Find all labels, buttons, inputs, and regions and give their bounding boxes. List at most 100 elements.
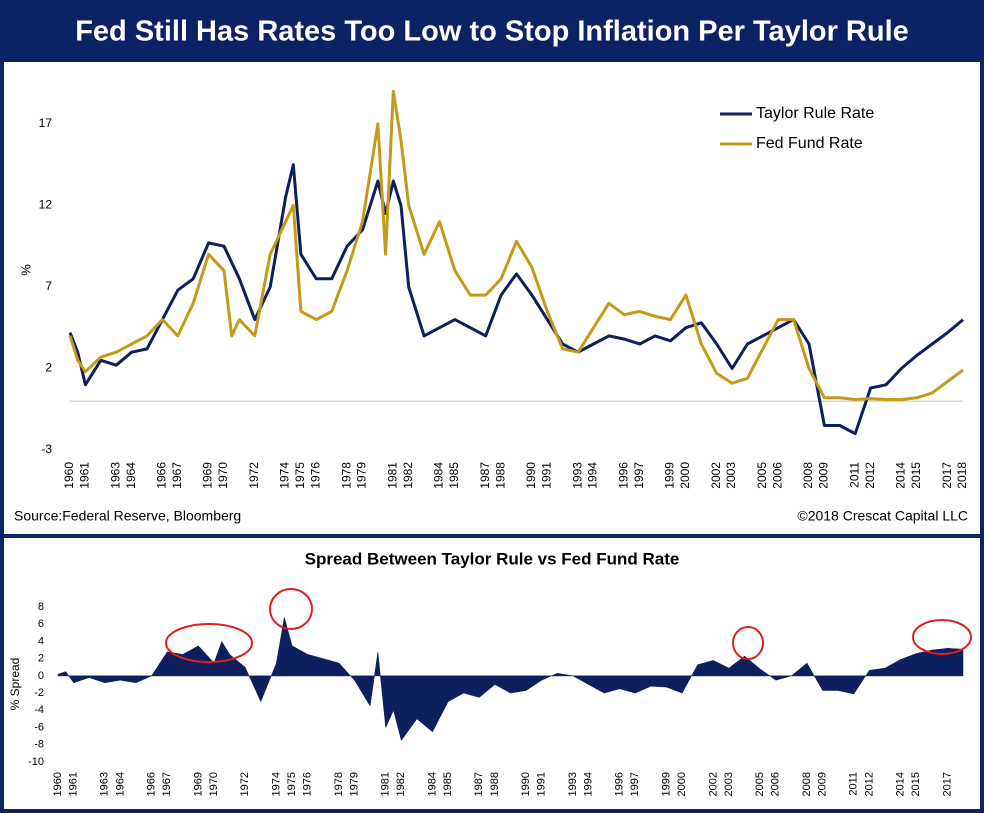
x-tick-label: 1960 [62, 462, 76, 489]
x-tick-label: 2008 [801, 772, 813, 796]
x-tick-label: 1985 [442, 772, 454, 796]
x-tick-label: 2003 [723, 772, 735, 796]
x-tick-label: 1991 [539, 462, 553, 489]
y-tick-label: 2 [45, 361, 52, 375]
x-tick-label: 2018 [955, 462, 969, 489]
x-tick-label: 2012 [863, 462, 877, 489]
x-tick-label: 1966 [155, 462, 169, 489]
series-line [68, 89, 964, 401]
x-tick-label: 2000 [678, 462, 692, 489]
x-tick-label: 2002 [707, 772, 719, 796]
highlight-circle [912, 619, 972, 655]
x-tick-label: 1999 [663, 462, 677, 489]
highlight-circle [732, 626, 764, 660]
x-tick-label: 1996 [614, 772, 626, 796]
x-tick-label: 2000 [676, 772, 688, 796]
x-tick-label: 1978 [339, 462, 353, 489]
y-tick-label: 17 [39, 116, 53, 130]
y-tick-label: 7 [45, 279, 52, 293]
x-tick-label: 1961 [68, 772, 80, 796]
x-tick-label: 1975 [286, 772, 298, 796]
y-tick-label: 4 [38, 635, 44, 647]
x-tick-label: 1972 [239, 772, 251, 796]
annotations [165, 588, 972, 663]
x-tick-label: 1963 [108, 462, 122, 489]
x-tick-label: 1993 [567, 772, 579, 796]
x-tick-label: 1976 [302, 772, 314, 796]
legend-label: Taylor Rule Rate [756, 105, 874, 122]
x-tick-label: 1981 [380, 772, 392, 796]
x-tick-label: 1970 [216, 462, 230, 489]
x-tick-label: 1988 [489, 772, 501, 796]
x-tick-label: 2015 [910, 772, 922, 796]
x-tick-label: 1987 [473, 772, 485, 796]
x-tick-label: 1969 [192, 772, 204, 796]
x-tick-label: 2009 [817, 462, 831, 489]
x-tick-label: 1996 [616, 462, 630, 489]
x-tick-label: 2017 [940, 462, 954, 489]
x-tick-label: 1972 [247, 462, 261, 489]
y-tick-label: 8 [38, 601, 44, 613]
bottom-panel [4, 538, 980, 809]
x-tick-label: 1999 [660, 772, 672, 796]
y-tick-label: 2 [38, 653, 44, 665]
y-tick-label: -8 [34, 739, 44, 751]
x-tick-label: 1974 [270, 772, 282, 796]
highlight-circle [269, 588, 313, 630]
y-tick-label: -3 [41, 442, 52, 456]
subchart-title: Spread Between Taylor Rule vs Fed Fund R… [305, 549, 680, 568]
x-tick-label: 1969 [201, 462, 215, 489]
area [57, 617, 964, 742]
legend-label: Fed Fund Rate [756, 135, 863, 152]
x-tick-label: 1979 [355, 462, 369, 489]
top-panel [4, 62, 980, 534]
x-tick-label: 1982 [401, 462, 415, 489]
x-tick-label: 1976 [309, 462, 323, 489]
x-tick-label: 1990 [520, 772, 532, 796]
x-tick-label: 1988 [493, 462, 507, 489]
x-tick-label: 1981 [385, 462, 399, 489]
x-tick-label: 2009 [816, 772, 828, 796]
x-tick-label: 1984 [426, 772, 438, 796]
x-tick-label: 1993 [570, 462, 584, 489]
x-tick-label: 1967 [161, 772, 173, 796]
x-tick-label: 1997 [632, 462, 646, 489]
x-tick-label: 2005 [755, 462, 769, 489]
x-tick-label: 1967 [170, 462, 184, 489]
series-line [68, 163, 964, 436]
highlight-circle [165, 623, 253, 663]
x-tick-label: 2008 [801, 462, 815, 489]
x-tick-label: 1979 [348, 772, 360, 796]
x-tick-label: 1994 [586, 462, 600, 489]
y-axis-label: % [18, 264, 33, 276]
x-tick-label: 2017 [941, 772, 953, 796]
x-tick-label: 1970 [208, 772, 220, 796]
source: Source:Federal Reserve, Bloomberg [14, 508, 241, 524]
y-tick-label: -2 [34, 687, 44, 699]
x-tick-label: 1960 [52, 772, 64, 796]
x-tick-label: 2006 [770, 772, 782, 796]
x-tick-label: 1985 [447, 462, 461, 489]
x-tick-label: 2014 [894, 772, 906, 796]
x-tick-label: 2012 [863, 772, 875, 796]
x-tick-label: 1994 [582, 772, 594, 796]
y-axis-label: % Spread [8, 658, 22, 711]
y-tick-label: 6 [38, 618, 44, 630]
x-tick-label: 1961 [78, 462, 92, 489]
y-tick-label: -4 [34, 704, 44, 716]
chart-title: Fed Still Has Rates Too Low to Stop Infl… [75, 16, 909, 48]
x-tick-label: 1984 [432, 462, 446, 489]
y-tick-label: -10 [28, 756, 44, 768]
credit: ©2018 Crescat Capital LLC [797, 508, 968, 524]
y-tick-label: -6 [34, 721, 44, 733]
x-tick-label: 2014 [894, 462, 908, 489]
x-tick-label: 1966 [146, 772, 158, 796]
x-tick-label: 1964 [114, 772, 126, 796]
y-tick-label: 0 [38, 670, 44, 682]
x-tick-label: 2005 [754, 772, 766, 796]
x-tick-label: 1963 [99, 772, 111, 796]
x-tick-label: 1975 [293, 462, 307, 489]
